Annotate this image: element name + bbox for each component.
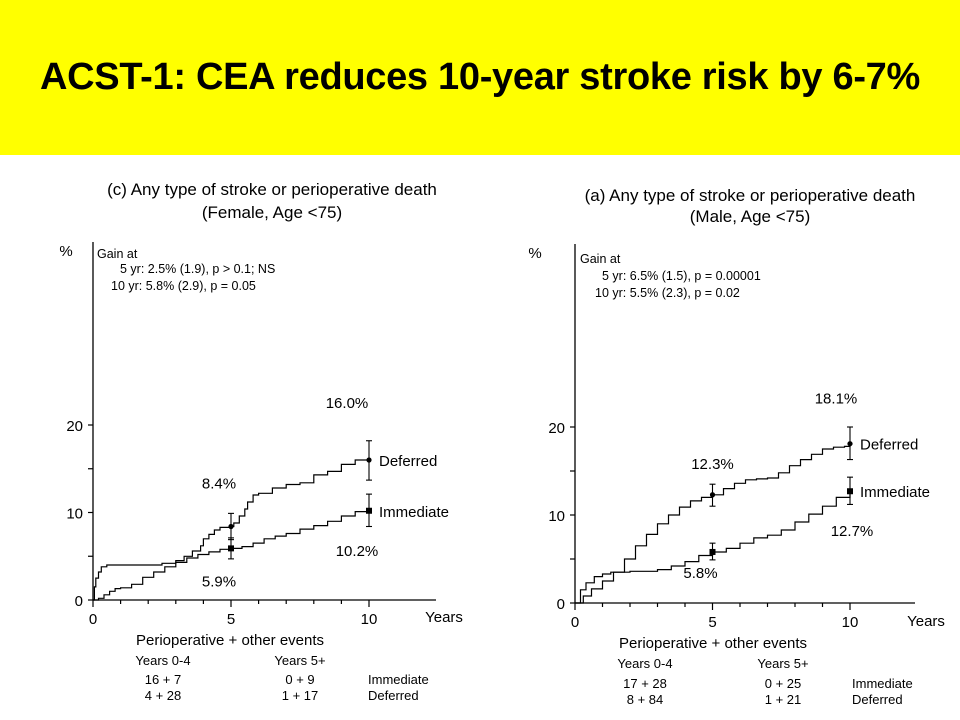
panel-a-title-line1: (a) Any type of stroke or perioperative …	[585, 186, 916, 205]
panel-a-def-c1: 8 + 84	[627, 692, 664, 707]
series-name-deferred: Deferred	[860, 437, 918, 454]
panel-a-gain-line1: 5 yr: 6.5% (1.5), p = 0.00001	[602, 269, 761, 283]
panel-a-table-col1: Years 0-4	[617, 656, 672, 671]
panel-male: (a) Any type of stroke or perioperative …	[528, 186, 945, 707]
point-immediate	[709, 548, 716, 555]
series-name-immediate: Immediate	[860, 484, 930, 501]
panel-c-imm-c2: 0 + 9	[285, 672, 314, 687]
series-name-immediate: Immediate	[379, 504, 449, 521]
y-tick-label: 20	[548, 420, 565, 437]
series-line-deferred	[93, 459, 369, 601]
title-banner	[0, 0, 960, 155]
point-deferred	[709, 492, 716, 498]
data-label-immediate: 5.8%	[683, 565, 717, 582]
panel-c-gain-line2: 10 yr: 5.8% (2.9), p = 0.05	[111, 279, 256, 293]
panel-c-def-c2: 1 + 17	[282, 688, 319, 703]
point-deferred	[847, 441, 853, 447]
series-line-immediate	[93, 510, 370, 601]
plot-female: 0 10 20 0 5 10 8.4% 16.0% Deferred 5.9% 10.2% Immed…	[66, 242, 449, 628]
panel-a-imm-c2: 0 + 25	[765, 676, 802, 691]
panel-a-gain-line2: 10 yr: 5.5% (2.3), p = 0.02	[595, 286, 740, 300]
panel-a-table-heading: Perioperative + other events	[619, 635, 807, 652]
y-tick-label: 10	[548, 508, 565, 525]
panel-c-x-unit: Years	[425, 609, 463, 626]
panel-c-imm-c1: 16 + 7	[145, 672, 182, 687]
data-label-deferred: 16.0%	[326, 395, 369, 412]
panel-a-title-line2: (Male, Age <75)	[690, 207, 811, 226]
panel-a-gain-heading: Gain at	[580, 252, 621, 266]
panel-a-x-unit: Years	[907, 613, 945, 630]
slide-title: ACST-1: CEA reduces 10-year stroke risk …	[40, 56, 920, 98]
point-deferred	[228, 523, 234, 530]
y-tick-label: 10	[66, 506, 83, 523]
panel-c-gain-heading: Gain at	[97, 247, 138, 261]
x-tick-label: 0	[571, 614, 579, 631]
data-label-deferred: 8.4%	[202, 476, 236, 493]
point-immediate	[228, 545, 234, 552]
y-tick-label: 0	[75, 593, 83, 610]
panel-c-title-line1: (c) Any type of stroke or perioperative …	[107, 180, 437, 199]
panel-a-def-c2: 1 + 21	[765, 692, 802, 707]
data-label-immediate: 12.7%	[831, 523, 874, 540]
x-tick-label: 10	[842, 614, 859, 631]
panel-a-y-unit: %	[528, 245, 541, 262]
panel-c-table-col1: Years 0-4	[135, 653, 190, 668]
panel-a-imm-label: Immediate	[852, 676, 913, 691]
x-tick-label: 10	[361, 611, 378, 628]
data-label-immediate: 5.9%	[202, 573, 236, 590]
panel-c-y-unit: %	[59, 243, 72, 260]
data-label-deferred: 12.3%	[691, 456, 734, 473]
x-tick-label: 5	[708, 614, 716, 631]
panel-a-imm-c1: 17 + 28	[623, 676, 667, 691]
panel-c-imm-label: Immediate	[368, 672, 429, 687]
plot-male: 0 10 20 0 5 10 12.3% 18.1% Deferred 5.8% 12.7% Imme…	[548, 244, 930, 631]
y-tick-label: 20	[66, 418, 83, 435]
data-label-immediate: 10.2%	[336, 543, 379, 560]
panel-c-def-label: Deferred	[368, 688, 419, 703]
y-tick-label: 0	[557, 596, 565, 613]
point-deferred	[366, 457, 372, 463]
panel-a-table-col2: Years 5+	[757, 656, 808, 671]
series-line-immediate	[575, 491, 851, 604]
point-immediate	[366, 507, 372, 514]
panel-c-table-heading: Perioperative + other events	[136, 632, 324, 649]
x-tick-label: 5	[227, 611, 235, 628]
panel-c-gain-line1: 5 yr: 2.5% (1.9), p > 0.1; NS	[120, 262, 275, 276]
data-label-deferred: 18.1%	[815, 391, 858, 408]
series-name-deferred: Deferred	[379, 453, 437, 470]
panel-c-def-c1: 4 + 28	[145, 688, 182, 703]
panel-c-table-col2: Years 5+	[274, 653, 325, 668]
point-immediate	[847, 488, 853, 495]
panel-c-title-line2: (Female, Age <75)	[202, 203, 342, 222]
panel-a-def-label: Deferred	[852, 692, 903, 707]
panel-female: (c) Any type of stroke or perioperative …	[59, 180, 463, 703]
x-tick-label: 0	[89, 611, 97, 628]
